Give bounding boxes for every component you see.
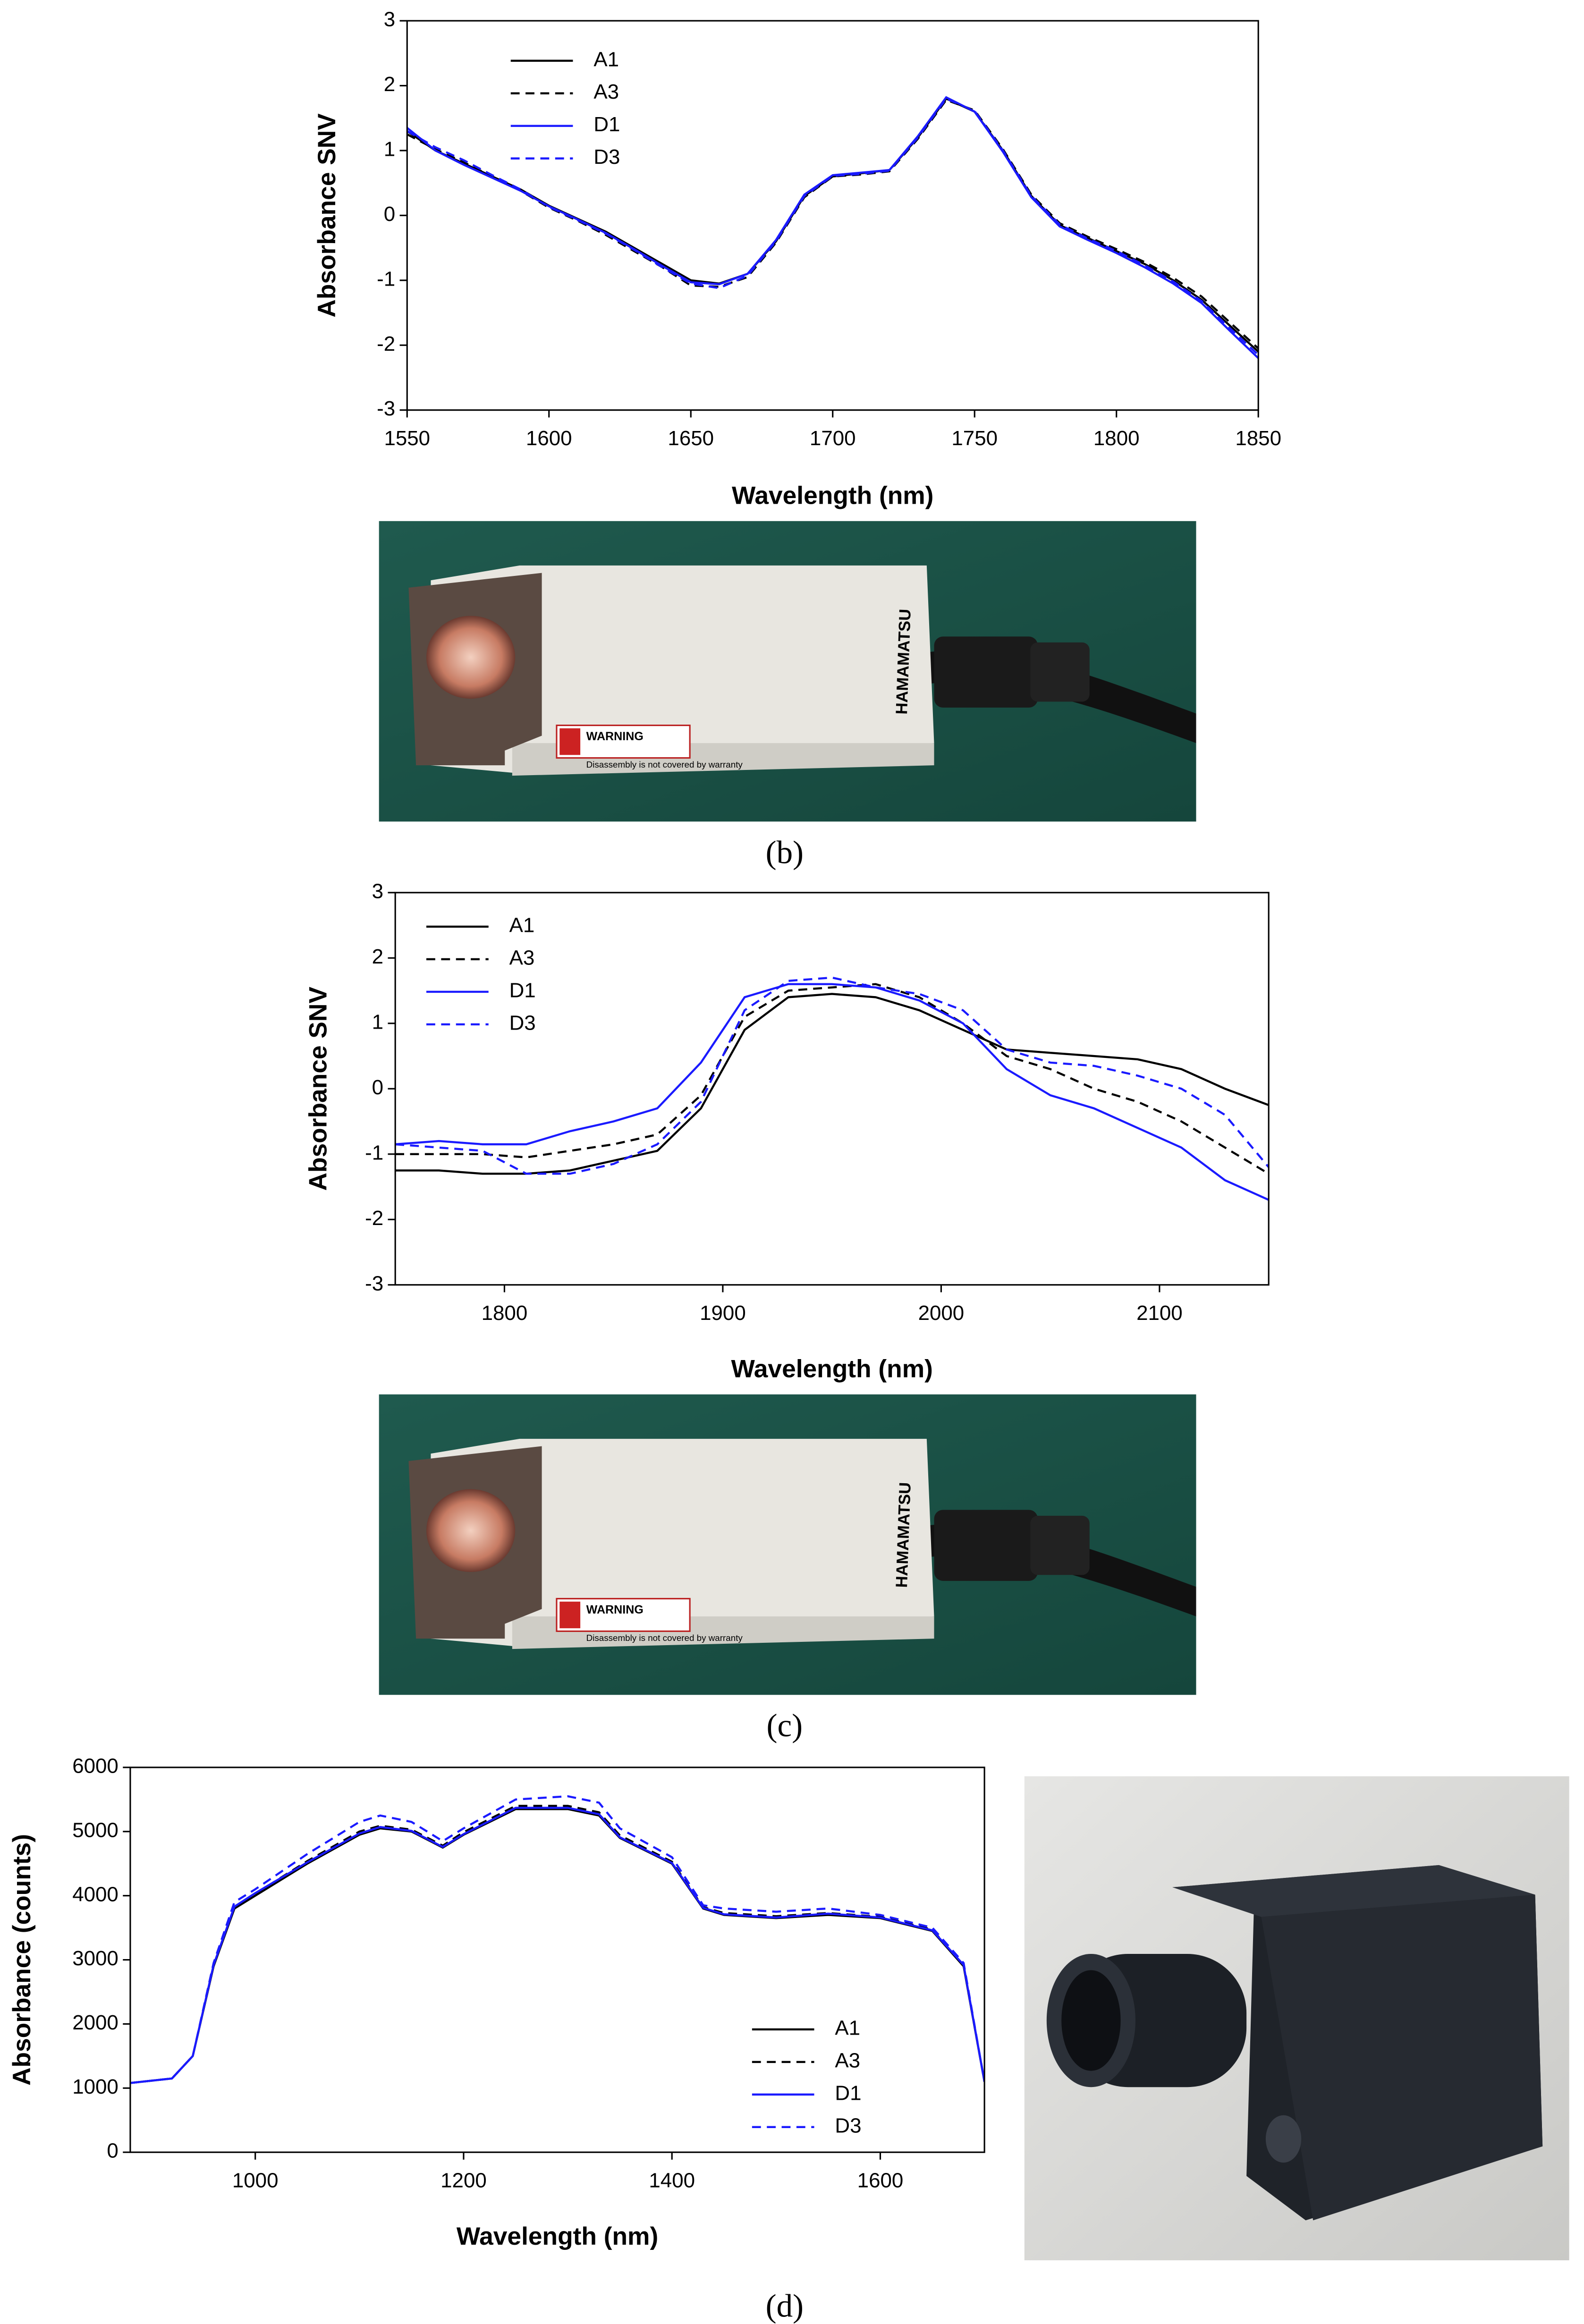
x-axis-title: Wavelength (nm) xyxy=(732,482,933,510)
caption: (b) xyxy=(766,834,804,870)
series-line xyxy=(395,983,1269,1175)
series-line xyxy=(395,993,1269,1175)
series-line xyxy=(407,97,1259,356)
y-axis-title: Absorbance (counts) xyxy=(8,1834,36,2086)
x-tick-label: 1800 xyxy=(1093,427,1140,450)
x-axis-title: Wavelength (nm) xyxy=(731,1355,932,1383)
caption: (d) xyxy=(766,2288,804,2324)
x-tick-label: 1800 xyxy=(482,1301,528,1325)
photo-warning: WARNING xyxy=(586,1603,644,1616)
y-tick-label: 0 xyxy=(107,2139,118,2163)
y-tick-label: 5000 xyxy=(72,1818,119,1842)
y-tick-label: 2000 xyxy=(72,2011,119,2034)
series-line xyxy=(130,1805,985,2084)
x-tick-label: 1200 xyxy=(440,2169,487,2192)
y-tick-label: 2 xyxy=(384,73,395,96)
y-tick-label: -2 xyxy=(377,332,395,355)
series-line xyxy=(130,1808,985,2084)
legend-label: D1 xyxy=(509,979,536,1002)
y-tick-label: -1 xyxy=(365,1141,383,1164)
y-tick-label: 0 xyxy=(372,1076,383,1099)
photo-sensor-c xyxy=(379,1394,1196,1695)
y-axis-title: Absorbance SNV xyxy=(304,987,332,1191)
x-axis-title: Wavelength (nm) xyxy=(457,2223,658,2250)
x-tick-label: 1550 xyxy=(384,427,430,450)
series-line xyxy=(130,1807,985,2084)
y-tick-label: 4000 xyxy=(72,1883,119,1906)
x-tick-label: 1900 xyxy=(700,1301,746,1325)
y-tick-label: 1 xyxy=(384,137,395,161)
y-axis-title: Absorbance SNV xyxy=(313,113,341,318)
legend-label: D3 xyxy=(835,2114,861,2137)
x-tick-label: 2100 xyxy=(1136,1301,1183,1325)
legend-label: A1 xyxy=(835,2017,860,2040)
photo-notice: Disassembly is not covered by warranty xyxy=(586,1633,743,1643)
photo-warning: WARNING xyxy=(586,730,644,743)
y-tick-label: -3 xyxy=(377,397,395,420)
legend-label: D3 xyxy=(593,145,620,169)
y-tick-label: 1000 xyxy=(72,2075,119,2098)
y-tick-label: -1 xyxy=(377,267,395,290)
legend-label: D1 xyxy=(835,2081,861,2104)
y-tick-label: 3 xyxy=(384,8,395,31)
x-tick-label: 1600 xyxy=(526,427,572,450)
y-tick-label: -2 xyxy=(365,1207,383,1230)
series-line xyxy=(407,97,1259,353)
photo-brand: HAMAMATSU xyxy=(893,608,915,715)
photo-brand: HAMAMATSU xyxy=(893,1482,915,1588)
legend-label: A3 xyxy=(593,80,619,103)
y-tick-label: 2 xyxy=(372,945,383,968)
legend-label: A3 xyxy=(509,947,535,970)
y-tick-label: -3 xyxy=(365,1272,383,1295)
series-line xyxy=(395,976,1269,1175)
x-tick-label: 1650 xyxy=(668,427,714,450)
photo-notice: Disassembly is not covered by warranty xyxy=(586,760,743,769)
y-tick-label: 0 xyxy=(384,203,395,226)
legend-label: D1 xyxy=(593,113,620,136)
x-tick-label: 1750 xyxy=(951,427,998,450)
x-tick-label: 1700 xyxy=(810,427,856,450)
series-line xyxy=(407,99,1259,349)
x-tick-label: 1850 xyxy=(1235,427,1281,450)
photo-adapter xyxy=(1024,1776,1569,2261)
y-tick-label: 6000 xyxy=(72,1755,119,1778)
y-tick-label: 3000 xyxy=(72,1947,119,1970)
x-tick-label: 1400 xyxy=(649,2169,695,2192)
legend-label: A3 xyxy=(835,2049,860,2072)
plot-frame xyxy=(406,20,1259,411)
y-tick-label: 3 xyxy=(372,879,383,903)
legend-label: A1 xyxy=(509,914,535,937)
legend-label: D3 xyxy=(509,1011,536,1034)
photo-sensor-b xyxy=(379,521,1196,822)
legend-label: A1 xyxy=(593,48,619,71)
y-tick-label: 1 xyxy=(372,1010,383,1033)
caption: (c) xyxy=(767,1707,803,1743)
series-line xyxy=(130,1795,985,2084)
series-line xyxy=(407,96,1259,359)
x-tick-label: 1600 xyxy=(857,2169,904,2192)
x-tick-label: 1000 xyxy=(232,2169,279,2192)
series-line xyxy=(395,983,1269,1201)
x-tick-label: 2000 xyxy=(918,1301,965,1325)
